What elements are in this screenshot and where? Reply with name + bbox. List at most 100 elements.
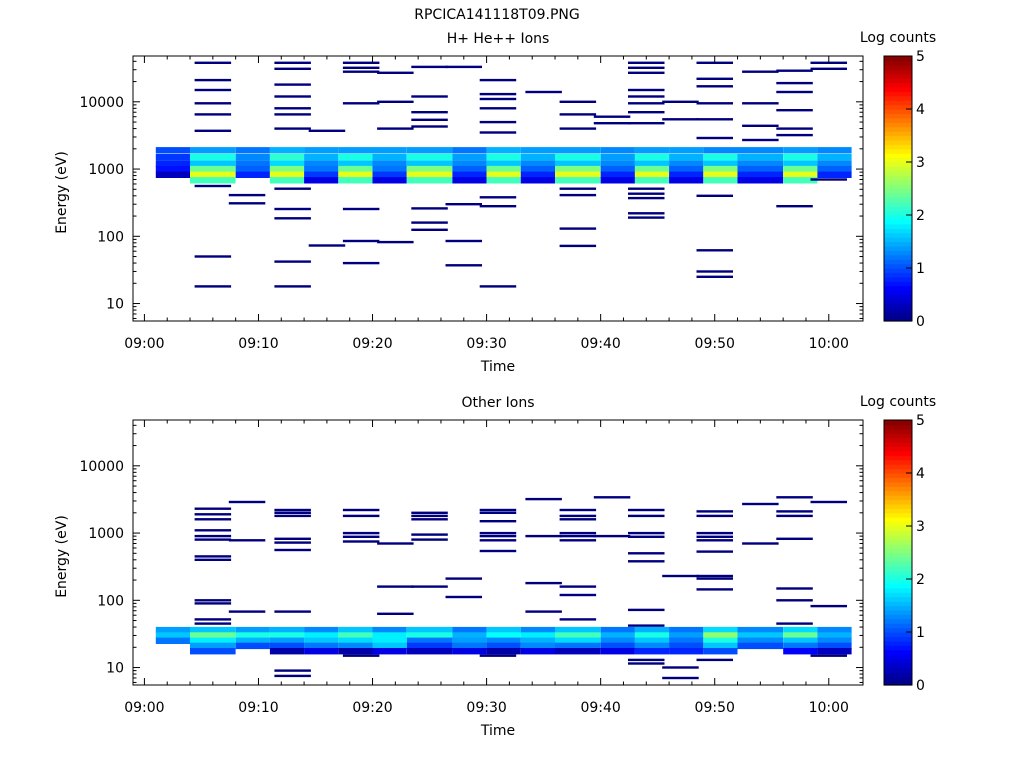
- count-mark: [274, 207, 311, 211]
- heatmap-cell: [372, 642, 407, 650]
- count-mark: [194, 184, 232, 188]
- count-mark: [662, 118, 699, 121]
- heatmap-cell: [304, 147, 339, 154]
- colorbar-swatch: [884, 473, 912, 479]
- count-mark: [194, 78, 232, 82]
- x-axis-label: Time: [480, 359, 515, 375]
- heatmap-cell: [817, 160, 852, 167]
- count-mark: [479, 131, 517, 134]
- heatmap-cell: [737, 154, 784, 161]
- heatmap-cell: [669, 648, 704, 655]
- count-mark: [593, 534, 631, 538]
- colorbar-tick-label: 5: [916, 49, 925, 65]
- count-mark: [411, 111, 448, 114]
- heatmap-cell: [669, 160, 704, 167]
- count-mark: [696, 588, 733, 591]
- colorbar-swatch: [884, 201, 912, 207]
- count-mark: [194, 61, 232, 64]
- heatmap-cell: [486, 160, 521, 167]
- heatmap-cell: [190, 632, 236, 639]
- colorbar-swatch: [884, 561, 912, 567]
- colorbar-swatch: [884, 424, 912, 430]
- heatmap-cell: [669, 147, 704, 154]
- heatmap-cell: [269, 642, 305, 650]
- colorbar-swatch: [884, 223, 912, 229]
- heatmap-cell: [703, 177, 738, 184]
- count-mark: [593, 122, 631, 125]
- colorbar-swatch: [884, 680, 912, 686]
- colorbar-swatch: [884, 521, 912, 527]
- colorbar: 0 1 2 3 4 5 Log counts: [860, 394, 936, 694]
- heatmap-cell: [155, 147, 190, 154]
- count-mark: [696, 77, 733, 80]
- count-mark: [593, 115, 631, 118]
- heatmap-cell: [783, 648, 818, 655]
- colorbar-swatch: [884, 126, 912, 132]
- colorbar-swatch: [884, 56, 912, 62]
- colorbar-swatch: [884, 263, 912, 269]
- heatmap-cell: [190, 637, 236, 644]
- count-mark: [776, 514, 813, 518]
- heatmap-cell: [783, 171, 818, 178]
- colorbar-swatch: [884, 170, 912, 176]
- heatmap-cell: [338, 637, 373, 644]
- heatmap-cell: [783, 154, 818, 161]
- colorbar-swatch: [884, 294, 912, 300]
- heatmap-cell: [372, 177, 407, 184]
- colorbar-swatch: [884, 188, 912, 194]
- count-mark: [228, 500, 266, 504]
- heatmap-cell: [452, 171, 487, 178]
- count-mark: [194, 129, 232, 132]
- heatmap-cell: [520, 626, 555, 634]
- heatmap-cell: [703, 147, 738, 154]
- colorbar-swatch: [884, 654, 912, 660]
- count-mark: [628, 531, 665, 535]
- count-mark: [308, 244, 346, 247]
- heatmap-cell: [634, 648, 670, 655]
- y-tick-label: 10: [106, 661, 124, 677]
- heatmap-cell: [372, 165, 407, 173]
- count-mark: [810, 500, 847, 504]
- heatmap-cell: [190, 154, 236, 161]
- heatmap-cell: [600, 642, 635, 650]
- heatmap-cell: [338, 642, 373, 650]
- heatmap-cell: [372, 171, 407, 178]
- colorbar-swatch: [884, 609, 912, 615]
- colorbar-swatch: [884, 268, 912, 274]
- heatmap-cell: [783, 165, 818, 173]
- heatmap-cell: [555, 648, 601, 655]
- heatmap-cell: [269, 165, 305, 173]
- colorbar-swatch: [884, 245, 912, 251]
- heatmap-cell: [190, 177, 236, 184]
- x-tick-label: 09:40: [580, 700, 620, 716]
- y-tick-label: 100: [97, 229, 124, 245]
- colorbar-tick-label: 2: [916, 208, 925, 224]
- x-axis-label: Time: [480, 723, 515, 739]
- heatmap-cell: [452, 147, 487, 154]
- colorbar-swatch: [884, 517, 912, 523]
- heatmap-cell: [555, 632, 601, 639]
- heatmap-cell: [783, 147, 818, 154]
- heatmap-cell: [555, 177, 601, 184]
- heatmap-cell: [520, 165, 555, 173]
- colorbar-swatch: [884, 605, 912, 611]
- count-mark: [274, 83, 311, 86]
- colorbar-swatch: [884, 433, 912, 439]
- colorbar-swatch: [884, 232, 912, 238]
- count-mark: [194, 618, 232, 621]
- heatmap-cell: [486, 165, 521, 173]
- colorbar-swatch: [884, 486, 912, 492]
- count-mark: [228, 539, 266, 542]
- colorbar-swatch: [884, 303, 912, 309]
- count-mark: [696, 531, 733, 535]
- colorbar-swatch: [884, 91, 912, 97]
- count-mark: [194, 88, 232, 92]
- heatmap-cell: [669, 154, 704, 161]
- count-mark: [628, 196, 665, 200]
- count-mark: [628, 560, 665, 563]
- colorbar-label: Log counts: [860, 30, 936, 46]
- count-mark: [559, 113, 597, 116]
- x-tick-label: 10:00: [809, 336, 849, 352]
- count-mark: [479, 511, 517, 514]
- colorbar-swatch: [884, 157, 912, 163]
